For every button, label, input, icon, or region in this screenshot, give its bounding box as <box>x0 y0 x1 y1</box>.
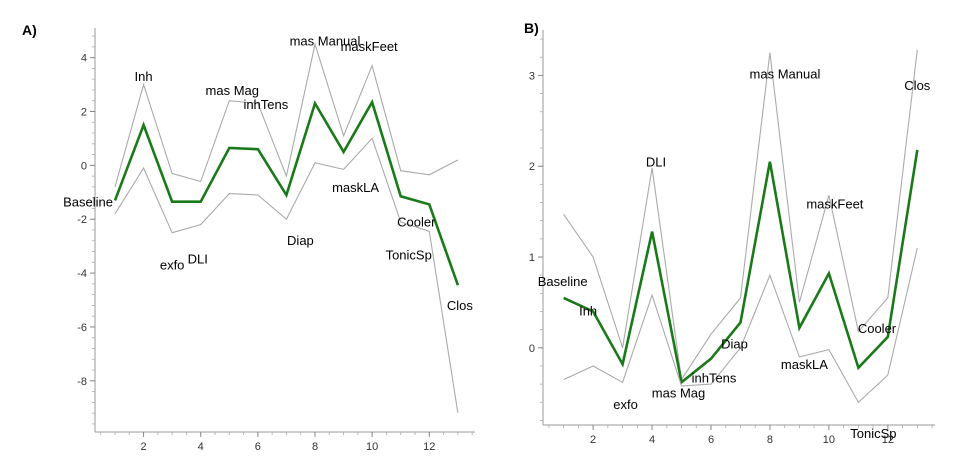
y-tick-label: -2 <box>77 214 87 226</box>
point-annotation: maskLA <box>332 180 379 195</box>
point-annotation: Diap <box>287 233 314 248</box>
point-annotation: exfo <box>160 258 185 273</box>
x-tick-label: 8 <box>767 434 773 446</box>
point-annotation: Cooler <box>397 214 436 229</box>
y-tick-label: -6 <box>77 322 87 334</box>
point-annotation: DLI <box>188 252 208 267</box>
y-tick-label: 2 <box>529 161 535 173</box>
x-tick-label: 10 <box>823 434 835 446</box>
x-tick-label: 12 <box>882 434 894 446</box>
point-annotation: Inh <box>579 303 597 318</box>
point-annotation: Diap <box>721 336 748 351</box>
y-tick-label: 1 <box>529 252 535 264</box>
point-annotation: maskFeet <box>341 39 398 54</box>
y-tick-label: 0 <box>529 343 535 355</box>
point-annotation: Clos <box>904 78 931 93</box>
point-annotation: Baseline <box>538 274 588 289</box>
point-annotation: Baseline <box>63 194 113 209</box>
point-annotation: mas Manual <box>750 67 821 82</box>
point-annotation: Cooler <box>858 321 897 336</box>
series-line-upper <box>114 42 459 188</box>
point-annotation: TonicSp <box>850 426 896 441</box>
series-line-mean <box>563 149 919 385</box>
x-tick-label: 12 <box>423 441 435 453</box>
point-annotation: DLI <box>646 155 666 170</box>
y-tick-label: 3 <box>529 70 535 82</box>
x-tick-label: 8 <box>312 441 318 453</box>
chart-a: 4 2 0 -2 -4 -6 -8 2 4 6 8 10 12 Baseline Inh exfo DLI mas… <box>63 28 475 453</box>
x-tick-label: 6 <box>255 441 261 453</box>
point-annotation: Clos <box>447 298 474 313</box>
x-tick-label: 4 <box>198 441 204 453</box>
panel-b-label: B) <box>524 20 539 36</box>
x-tick-label: 4 <box>649 434 655 446</box>
x-tick-label: 2 <box>590 434 596 446</box>
series-line-lower <box>114 137 459 414</box>
point-annotation: inhTens <box>243 97 288 112</box>
point-annotation: exfo <box>613 397 638 412</box>
y-tick-label: 4 <box>81 53 87 65</box>
series-line-upper <box>563 49 918 382</box>
x-tick-label: 10 <box>366 441 378 453</box>
point-annotation: Inh <box>135 69 153 84</box>
point-annotation: mas Mag <box>652 385 705 400</box>
x-tick-label: 2 <box>141 441 147 453</box>
series-line-lower <box>563 247 918 404</box>
point-annotation: inhTens <box>692 371 737 386</box>
y-tick-label: 0 <box>81 160 87 172</box>
y-tick-label: 2 <box>81 106 87 118</box>
y-tick-label: -8 <box>77 376 87 388</box>
point-annotation: TonicSp <box>386 247 432 262</box>
panel-a-label: A) <box>22 22 37 38</box>
point-annotation: mas Mag <box>206 83 259 98</box>
point-annotation: maskFeet <box>806 196 863 211</box>
point-annotation: maskLA <box>781 357 828 372</box>
point-annotation: mas Manual <box>290 33 361 48</box>
series-line-mean <box>113 98 460 286</box>
x-tick-label: 6 <box>708 434 714 446</box>
y-tick-label: -4 <box>77 268 87 280</box>
